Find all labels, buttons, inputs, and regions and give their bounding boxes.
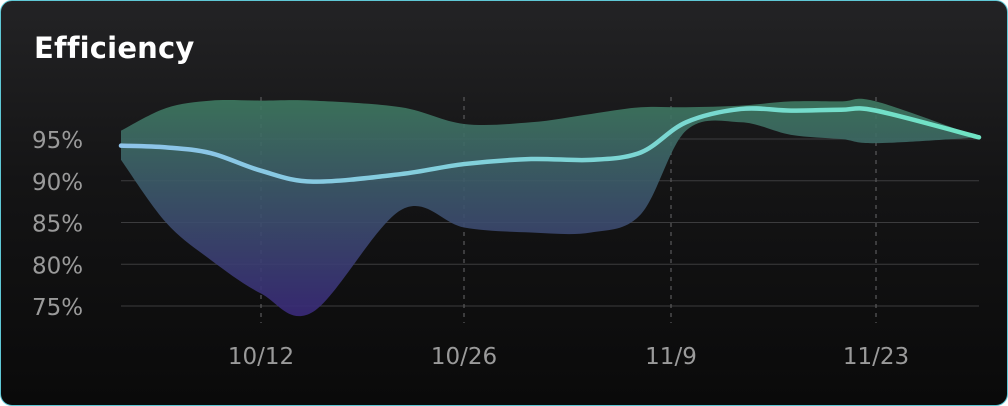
y-tick-label: 85% — [32, 212, 83, 238]
x-tick-label: 10/12 — [228, 344, 294, 370]
efficiency-range-band — [121, 98, 979, 317]
x-tick-label: 11/23 — [843, 344, 909, 370]
efficiency-average-line — [118, 106, 982, 184]
y-tick-label: 90% — [32, 170, 83, 196]
y-tick-label: 95% — [32, 128, 83, 154]
y-tick-label: 80% — [32, 253, 83, 279]
x-axis-ticks: 10/12 10/26 11/9 11/23 — [228, 344, 909, 370]
x-tick-label: 10/26 — [431, 344, 497, 370]
y-tick-label: 75% — [32, 295, 83, 321]
y-axis-ticks: 95% 90% 85% 80% 75% — [32, 128, 83, 321]
range-band — [121, 98, 979, 317]
x-tick-label: 11/9 — [645, 344, 697, 370]
average-line — [118, 106, 982, 184]
card-title: Efficiency — [34, 31, 195, 65]
